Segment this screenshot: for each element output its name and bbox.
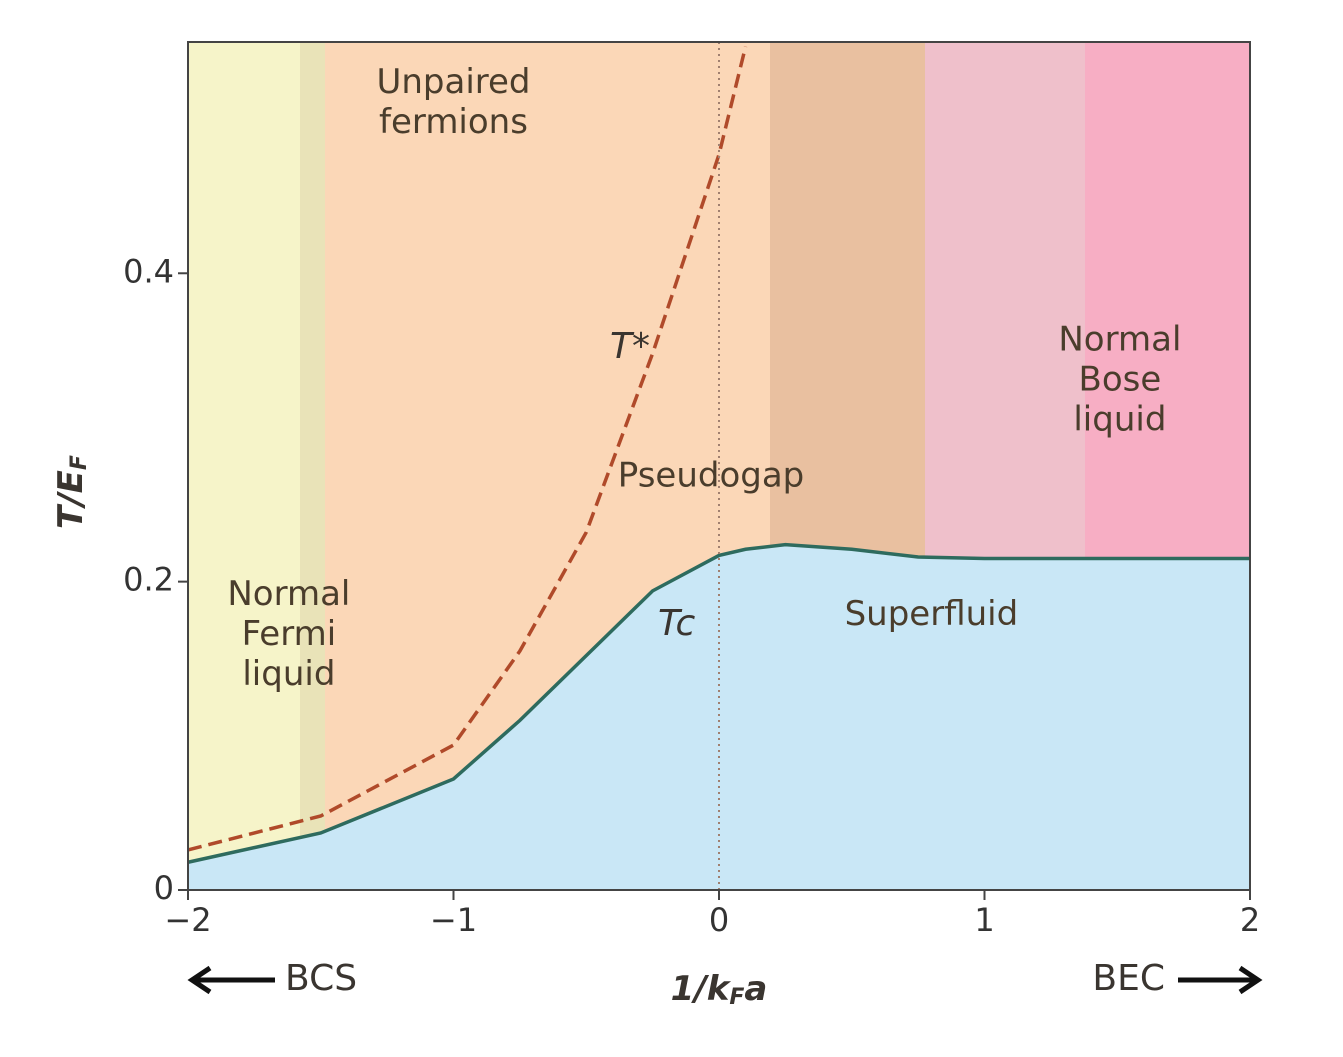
region-label: Normal: [1058, 320, 1181, 360]
x-axis-label-main: 1/k: [671, 969, 732, 1009]
y-tick-label: 0.2: [123, 561, 174, 599]
x-axis-label-sub: F: [729, 985, 744, 1010]
curve: [187, 46, 748, 852]
x-axis-label-end: a: [744, 969, 767, 1009]
y-tick-label: 0.4: [123, 252, 174, 290]
region-label: Pseudogap: [618, 455, 804, 495]
y-tick-label: 0: [154, 869, 174, 907]
curve: [187, 542, 1250, 864]
x-tick-label: 1: [974, 901, 994, 939]
series-label: T*: [610, 326, 650, 367]
region-label: Unpaired: [376, 62, 530, 102]
region-label: liquid: [1073, 400, 1166, 440]
region-label: Normal: [227, 574, 350, 614]
x-axis-label: 1/kFa: [671, 969, 768, 1011]
arrow-label: BCS: [285, 958, 357, 999]
y-axis-label-main: T/E: [51, 470, 91, 529]
y-axis-label: T/EF: [51, 455, 93, 529]
x-tick-label: 2: [1240, 901, 1260, 939]
arrow: [187, 965, 275, 995]
x-tick-label: 0: [709, 901, 729, 939]
region-label: Bose: [1079, 360, 1162, 400]
x-tick-label: −1: [430, 901, 477, 939]
x-tick-label: −2: [164, 901, 211, 939]
arrow: [1178, 965, 1263, 995]
region-label: Superfluid: [845, 594, 1019, 634]
y-axis-label-sub: F: [67, 455, 92, 470]
region-label: liquid: [242, 654, 335, 694]
arrow-label: BEC: [1092, 958, 1165, 999]
area: [188, 544, 1250, 890]
series-label: Tc: [658, 603, 696, 644]
region-label: fermions: [379, 102, 528, 142]
region-label: Fermi: [242, 614, 337, 654]
